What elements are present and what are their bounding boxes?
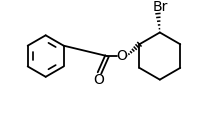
Text: Br: Br: [152, 0, 168, 14]
Text: O: O: [93, 73, 104, 87]
Text: O: O: [117, 49, 128, 63]
